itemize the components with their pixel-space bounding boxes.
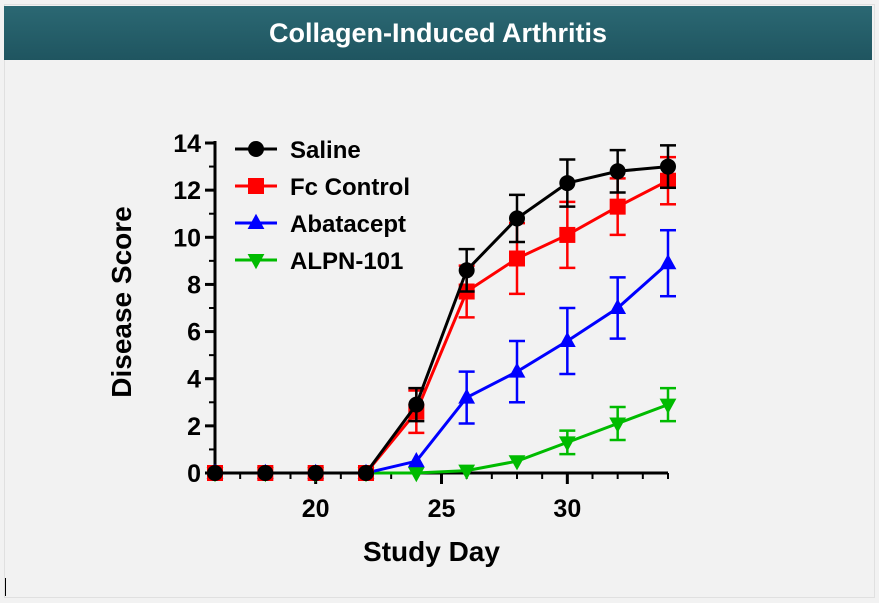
series-line xyxy=(215,403,669,475)
data-point xyxy=(508,362,526,378)
y-tick-label: 10 xyxy=(173,224,201,252)
data-point xyxy=(508,455,526,471)
data-point xyxy=(207,465,223,481)
data-point xyxy=(509,210,525,227)
data-point xyxy=(609,298,627,314)
x-tick-label: 20 xyxy=(302,495,330,523)
legend-marker xyxy=(248,141,264,157)
x-tick-label: 25 xyxy=(428,495,456,523)
data-point xyxy=(307,465,324,481)
legend-label: Fc Control xyxy=(290,174,410,201)
legend-label: Saline xyxy=(290,137,361,164)
series-alpn-101 xyxy=(206,386,677,483)
y-axis-label: Disease Score xyxy=(106,206,137,397)
series-fc-control xyxy=(207,155,676,481)
data-point xyxy=(407,467,425,483)
data-point xyxy=(558,331,576,347)
legend-label: Abatacept xyxy=(290,211,406,238)
data-point xyxy=(609,198,626,215)
y-tick-label: 14 xyxy=(173,130,201,158)
x-axis-label: Study Day xyxy=(363,536,500,567)
data-point xyxy=(407,452,425,468)
x-tick-label: 30 xyxy=(553,495,581,523)
data-point xyxy=(458,464,476,480)
legend-marker xyxy=(247,254,265,270)
series-line xyxy=(215,165,669,475)
data-point xyxy=(660,158,676,175)
data-point xyxy=(458,262,475,279)
series-saline xyxy=(207,144,676,481)
data-point xyxy=(659,398,677,414)
y-tick-label: 2 xyxy=(187,413,201,441)
data-point xyxy=(559,175,576,192)
legend-label: ALPN-101 xyxy=(290,248,403,275)
data-point xyxy=(509,250,525,267)
data-point xyxy=(358,465,374,481)
data-point xyxy=(408,396,425,413)
data-point xyxy=(559,226,576,243)
data-point xyxy=(558,436,576,452)
data-point xyxy=(609,163,626,180)
legend-marker xyxy=(247,213,265,229)
page-title: Collagen-Induced Arthritis xyxy=(4,6,872,60)
y-tick-label: 0 xyxy=(187,460,201,488)
data-point xyxy=(609,417,627,433)
legend-marker xyxy=(248,178,264,194)
y-tick-label: 12 xyxy=(173,177,201,205)
figure-panel xyxy=(4,4,875,598)
text-cursor xyxy=(5,578,6,596)
data-point xyxy=(257,465,274,481)
y-tick-label: 6 xyxy=(187,319,201,347)
data-point xyxy=(659,254,677,270)
series-line xyxy=(215,262,669,475)
y-tick-label: 4 xyxy=(187,366,201,394)
data-point xyxy=(458,388,476,404)
legend: Saline Fc Control Abatacept ALPN-101 xyxy=(235,137,410,275)
y-tick-label: 8 xyxy=(187,271,201,299)
